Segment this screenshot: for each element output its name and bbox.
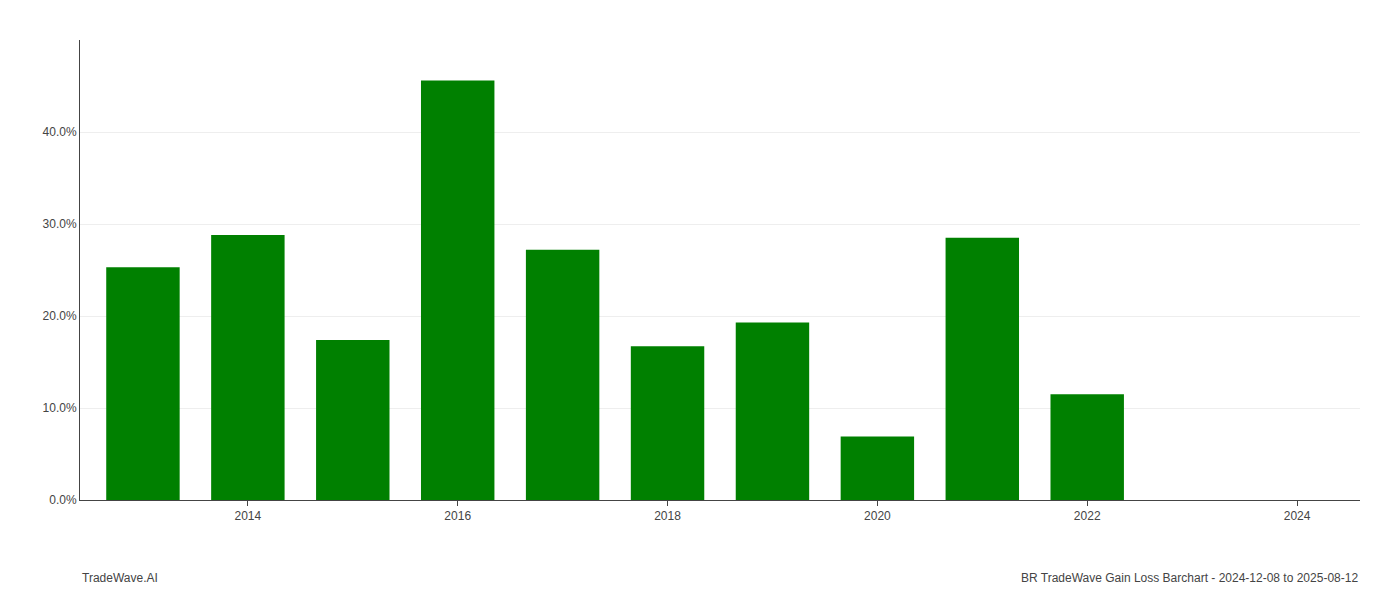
svg-text:30.0%: 30.0% [43,217,77,231]
svg-text:2014: 2014 [235,509,262,523]
svg-text:TradeWave.AI: TradeWave.AI [82,571,158,585]
svg-text:20.0%: 20.0% [43,309,77,323]
svg-text:2016: 2016 [444,509,471,523]
svg-text:BR TradeWave Gain Loss Barchar: BR TradeWave Gain Loss Barchart - 2024-1… [1021,571,1358,585]
svg-text:2024: 2024 [1284,509,1311,523]
svg-text:40.0%: 40.0% [43,125,77,139]
svg-text:10.0%: 10.0% [43,401,77,415]
svg-text:2020: 2020 [864,509,891,523]
svg-text:2022: 2022 [1074,509,1101,523]
svg-text:2018: 2018 [654,509,681,523]
svg-text:0.0%: 0.0% [49,493,77,507]
